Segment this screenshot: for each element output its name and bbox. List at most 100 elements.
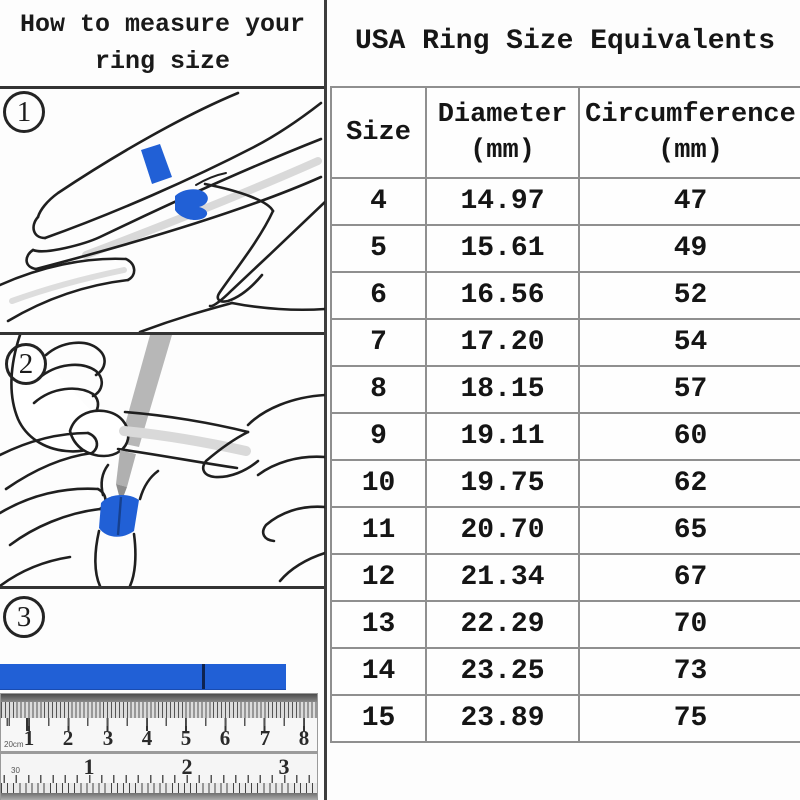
cell-diameter: 15.61	[425, 224, 580, 273]
divider-step1-step2	[0, 332, 325, 335]
cell-diameter: 20.70	[425, 506, 580, 555]
hand-with-strip-illustration	[0, 91, 325, 332]
table-row: 11 20.70 65	[330, 506, 800, 555]
ruler-bottom-edge	[1, 793, 317, 800]
cell-size: 6	[330, 271, 427, 320]
ruler-cm-number: 4	[141, 726, 153, 750]
table-row: 7 17.20 54	[330, 318, 800, 367]
table-row: 4 14.97 47	[330, 177, 800, 226]
ruler-inch-number: 3	[278, 754, 290, 779]
ruler-inch-scale-label: 30	[11, 766, 20, 775]
header-circumference-label: Circumference	[585, 99, 796, 130]
step-1-badge: 1	[3, 91, 45, 133]
step-1-illustration: 1	[0, 89, 325, 332]
cell-size: 11	[330, 506, 427, 555]
cell-size: 7	[330, 318, 427, 367]
cell-diameter: 16.56	[425, 271, 580, 320]
table-row: 13 22.29 70	[330, 600, 800, 649]
header-diameter-label: Diameter	[437, 99, 568, 130]
table-row: 5 15.61 49	[330, 224, 800, 273]
header-circumference-unit: (mm)	[658, 135, 723, 166]
ruler-cm-number: 5	[180, 726, 192, 750]
cell-diameter: 19.11	[425, 412, 580, 461]
ruler-cm-number: 6	[219, 726, 231, 750]
cell-circumference: 54	[578, 318, 800, 367]
header-diameter-unit: (mm)	[470, 135, 535, 166]
cell-size: 5	[330, 224, 427, 273]
ruler-inch-number: 1	[83, 754, 95, 779]
ruler-cm-number: 3	[102, 726, 114, 750]
table-row: 8 18.15 57	[330, 365, 800, 414]
band-mark-line	[116, 496, 123, 536]
divider-under-left-title	[0, 86, 325, 89]
divider-step2-step3	[0, 586, 325, 589]
ruler-illustration: 1 2 3 4 5 6 7 8 20cm 1 2 3 30	[0, 693, 318, 800]
cell-diameter: 22.29	[425, 600, 580, 649]
cell-circumference: 49	[578, 224, 800, 273]
ruler-top-edge	[1, 694, 317, 702]
cell-size: 4	[330, 177, 427, 226]
cell-circumference: 60	[578, 412, 800, 461]
cell-circumference: 52	[578, 271, 800, 320]
cell-circumference: 62	[578, 459, 800, 508]
ruler-halfcm-ticks	[1, 718, 317, 726]
header-size: Size	[330, 86, 427, 179]
ruler-inch-number: 2	[181, 754, 193, 779]
step-3-illustration: 3 1 2 3 4 5 6 7 8 20cm 1	[0, 589, 325, 800]
ruler-cm-scale-label: 20cm	[4, 740, 24, 749]
pen-tip	[116, 484, 127, 503]
ruler-cm-number: 1	[23, 726, 35, 750]
ruler-cm-band: 1 2 3 4 5 6 7 8 20cm	[1, 718, 317, 751]
step-2-badge: 2	[5, 343, 47, 385]
ruler-sixteenth-ticks	[1, 783, 317, 793]
table-row: 10 19.75 62	[330, 459, 800, 508]
cell-diameter: 23.89	[425, 694, 580, 743]
table-row: 15 23.89 75	[330, 694, 800, 743]
step-2-illustration: 2	[0, 335, 325, 586]
cell-size: 13	[330, 600, 427, 649]
cell-diameter: 19.75	[425, 459, 580, 508]
pen-marking-illustration	[0, 335, 325, 586]
vertical-divider	[324, 0, 327, 800]
step-1-number: 1	[16, 95, 32, 128]
left-title-line1: How to measure your	[19, 10, 306, 39]
cell-circumference: 47	[578, 177, 800, 226]
cell-diameter: 18.15	[425, 365, 580, 414]
table-header-row: Size Diameter (mm) Circumference (mm)	[330, 86, 800, 179]
table-title: USA Ring Size Equivalents	[354, 26, 776, 57]
ruler-inch-band: 1 2 3 30	[1, 754, 317, 783]
blue-strip-knot	[175, 189, 208, 221]
cell-size: 8	[330, 365, 427, 414]
step-3-badge: 3	[3, 596, 45, 638]
pen-shaft	[120, 335, 172, 447]
ruler-cm-number: 7	[259, 726, 271, 750]
ruler-cm-number: 2	[62, 726, 74, 750]
cell-size: 14	[330, 647, 427, 696]
blue-strip-band	[141, 144, 172, 184]
cell-diameter: 14.97	[425, 177, 580, 226]
cell-diameter: 21.34	[425, 553, 580, 602]
left-title: How to measure your ring size	[0, 6, 325, 80]
pen-lower	[116, 450, 136, 487]
ruler-cm-number: 8	[298, 726, 310, 750]
table-row: 6 16.56 52	[330, 271, 800, 320]
step-2-number: 2	[18, 347, 34, 380]
ruler-mm-ticks	[1, 702, 317, 718]
cell-size: 12	[330, 553, 427, 602]
paper-strip	[0, 664, 286, 690]
ruler-eighth-ticks	[1, 775, 317, 783]
table-row: 12 21.34 67	[330, 553, 800, 602]
cell-circumference: 73	[578, 647, 800, 696]
cell-diameter: 17.20	[425, 318, 580, 367]
header-diameter: Diameter (mm)	[425, 86, 580, 179]
cell-circumference: 65	[578, 506, 800, 555]
table-row: 9 19.11 60	[330, 412, 800, 461]
header-circumference: Circumference (mm)	[578, 86, 800, 179]
cell-diameter: 23.25	[425, 647, 580, 696]
cell-circumference: 70	[578, 600, 800, 649]
step-3-number: 3	[16, 600, 32, 633]
cell-size: 9	[330, 412, 427, 461]
table-row: 14 23.25 73	[330, 647, 800, 696]
